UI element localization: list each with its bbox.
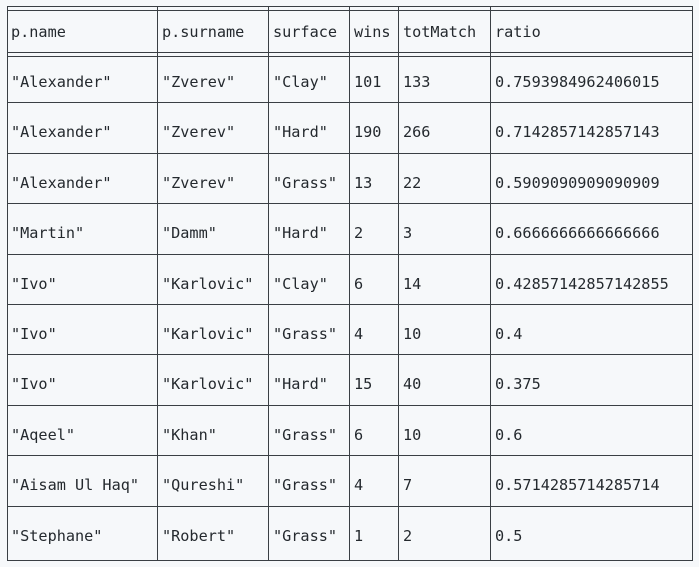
table-cell-totmatch: 3 [403, 224, 413, 242]
table-cell-ratio: 0.42857142857142855 [495, 275, 669, 293]
table-cell-ratio: 0.7142857142857143 [495, 123, 660, 141]
table-cell-wins: 2 [354, 224, 364, 242]
table-cell-surface: "Hard" [273, 224, 328, 242]
table-cell-p-surname: "Khan" [162, 426, 217, 444]
table-cell-surface: "Grass" [273, 174, 338, 192]
table-cell-totmatch: 133 [403, 73, 431, 91]
table-cell-surface: "Clay" [273, 275, 328, 293]
table-cell-p-surname: "Zverev" [162, 123, 236, 141]
table-cell-p-name: "Alexander" [11, 73, 112, 91]
table-cell-wins: 4 [354, 476, 364, 494]
table-cell-ratio: 0.5 [495, 527, 523, 545]
column-separator [398, 6, 399, 561]
table-cell-totmatch: 7 [403, 476, 413, 494]
table-cell-ratio: 0.5909090909090909 [495, 174, 660, 192]
table-cell-totmatch: 22 [403, 174, 422, 192]
column-separator [268, 6, 269, 561]
table-cell-wins: 15 [354, 375, 373, 393]
column-separator [157, 6, 158, 561]
table-cell-wins: 1 [354, 527, 364, 545]
column-separator [7, 6, 8, 561]
table-cell-ratio: 0.6666666666666666 [495, 224, 660, 242]
table-cell-p-name: "Alexander" [11, 174, 112, 192]
column-separator [349, 6, 350, 561]
column-header-ratio: ratio [495, 23, 541, 41]
table-cell-totmatch: 40 [403, 375, 422, 393]
table-cell-p-name: "Stephane" [11, 527, 103, 545]
table-cell-p-surname: "Damm" [162, 224, 217, 242]
column-header-p-name: p.name [11, 23, 66, 41]
table-cell-wins: 13 [354, 174, 373, 192]
table-cell-surface: "Grass" [273, 426, 338, 444]
column-separator [692, 6, 693, 561]
column-header-surface: surface [273, 23, 338, 41]
table-cell-p-name: "Martin" [11, 224, 85, 242]
table-cell-p-surname: "Karlovic" [162, 325, 254, 343]
table-cell-ratio: 0.375 [495, 375, 541, 393]
table-cell-wins: 6 [354, 275, 364, 293]
table-cell-ratio: 0.6 [495, 426, 523, 444]
table-cell-p-surname: "Qureshi" [162, 476, 245, 494]
table-cell-surface: "Grass" [273, 527, 338, 545]
table-cell-totmatch: 266 [403, 123, 431, 141]
column-header-totmatch: totMatch [403, 23, 477, 41]
table-cell-p-surname: "Robert" [162, 527, 236, 545]
table-cell-p-name: "Alexander" [11, 123, 112, 141]
table-cell-totmatch: 10 [403, 325, 422, 343]
table-cell-p-name: "Ivo" [11, 375, 57, 393]
table-cell-surface: "Hard" [273, 123, 328, 141]
table-cell-wins: 190 [354, 123, 382, 141]
table-cell-p-surname: "Zverev" [162, 73, 236, 91]
table-cell-surface: "Grass" [273, 325, 338, 343]
table-cell-totmatch: 10 [403, 426, 422, 444]
table-cell-p-surname: "Zverev" [162, 174, 236, 192]
table-cell-p-name: "Aqeel" [11, 426, 76, 444]
table-cell-p-name: "Ivo" [11, 325, 57, 343]
table-cell-totmatch: 2 [403, 527, 413, 545]
table-cell-surface: "Clay" [273, 73, 328, 91]
table-cell-ratio: 0.5714285714285714 [495, 476, 660, 494]
table-cell-wins: 101 [354, 73, 382, 91]
table-cell-p-name: "Ivo" [11, 275, 57, 293]
column-header-wins: wins [354, 23, 391, 41]
table-cell-wins: 6 [354, 426, 364, 444]
table-cell-totmatch: 14 [403, 275, 422, 293]
table-cell-ratio: 0.4 [495, 325, 523, 343]
table-cell-p-name: "Aisam Ul Haq" [11, 476, 140, 494]
table-cell-p-surname: "Karlovic" [162, 275, 254, 293]
table-cell-ratio: 0.7593984962406015 [495, 73, 660, 91]
table-cell-p-surname: "Karlovic" [162, 375, 254, 393]
column-separator [490, 6, 491, 561]
column-header-p-surname: p.surname [162, 23, 245, 41]
table-cell-surface: "Hard" [273, 375, 328, 393]
table-cell-wins: 4 [354, 325, 364, 343]
table-cell-surface: "Grass" [273, 476, 338, 494]
